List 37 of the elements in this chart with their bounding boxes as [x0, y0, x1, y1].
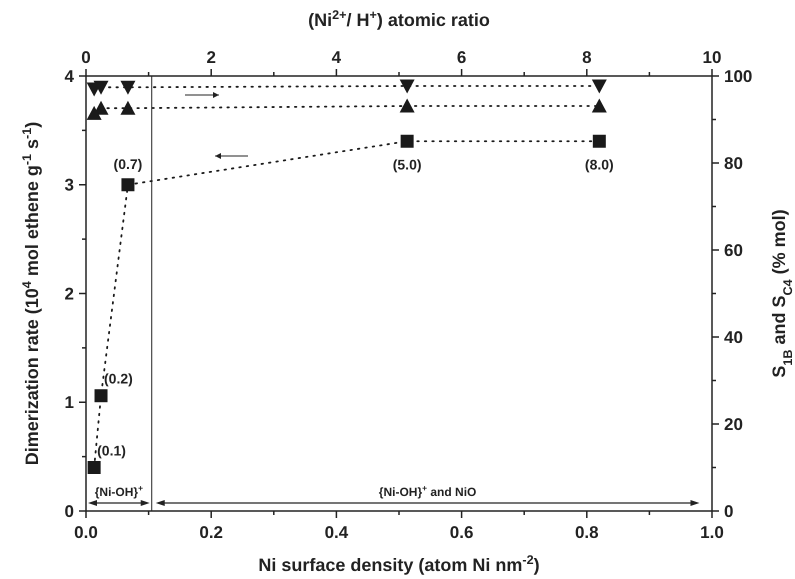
x-tick-label: 0.2	[199, 523, 224, 542]
x-tick-label: 0.6	[450, 523, 474, 542]
x-tick-label: 0.4	[324, 523, 349, 542]
x2-tick-label: 4	[332, 48, 342, 67]
y-tick-label: 1	[64, 393, 74, 412]
y-tick-label: 0	[64, 502, 74, 521]
x2-tick-label: 2	[206, 48, 216, 67]
y-tick-label: 2	[64, 284, 74, 304]
annotation: (5.0)	[392, 156, 422, 172]
x-tick-label: 0.0	[74, 523, 98, 542]
annotation: {Ni-OH}$^{+}$	[94, 483, 144, 499]
y-tick-label: 4	[64, 66, 75, 86]
point	[94, 389, 108, 402]
y2-tick-label: 20	[724, 414, 743, 434]
y2-tick-label: 40	[724, 328, 743, 347]
x-tick-label: 1.0	[700, 523, 724, 542]
annotation: {Ni-OH}$^{+}$ and NiO	[378, 483, 476, 499]
y2-tick-label: 60	[724, 240, 743, 260]
x2-axis-title: (Ni$^{2+}$/ H$^{+}$) atomic ratio	[308, 8, 490, 30]
y2-tick-label: 80	[724, 154, 743, 173]
y-tick-label: 3	[64, 176, 74, 195]
y2-tick-label: 0	[724, 502, 734, 521]
x2-tick-label: 8	[582, 48, 592, 67]
x-tick-label: 0.8	[574, 523, 599, 542]
point	[88, 461, 101, 474]
x2-tick-label: 0	[81, 48, 91, 67]
annotation: (0.1)	[97, 442, 126, 458]
point	[592, 134, 606, 148]
x2-tick-label: 10	[702, 48, 722, 67]
x-axis-title: Ni surface density (atom Ni nm$^{-2}$)	[258, 553, 540, 575]
x2-tick-label: 6	[456, 48, 466, 67]
point	[400, 134, 414, 148]
point	[121, 178, 134, 192]
y2-tick-label: 100	[724, 66, 752, 86]
annotation: (8.0)	[584, 156, 614, 172]
annotation: (0.2)	[104, 370, 133, 387]
annotation: (0.7)	[114, 156, 142, 172]
